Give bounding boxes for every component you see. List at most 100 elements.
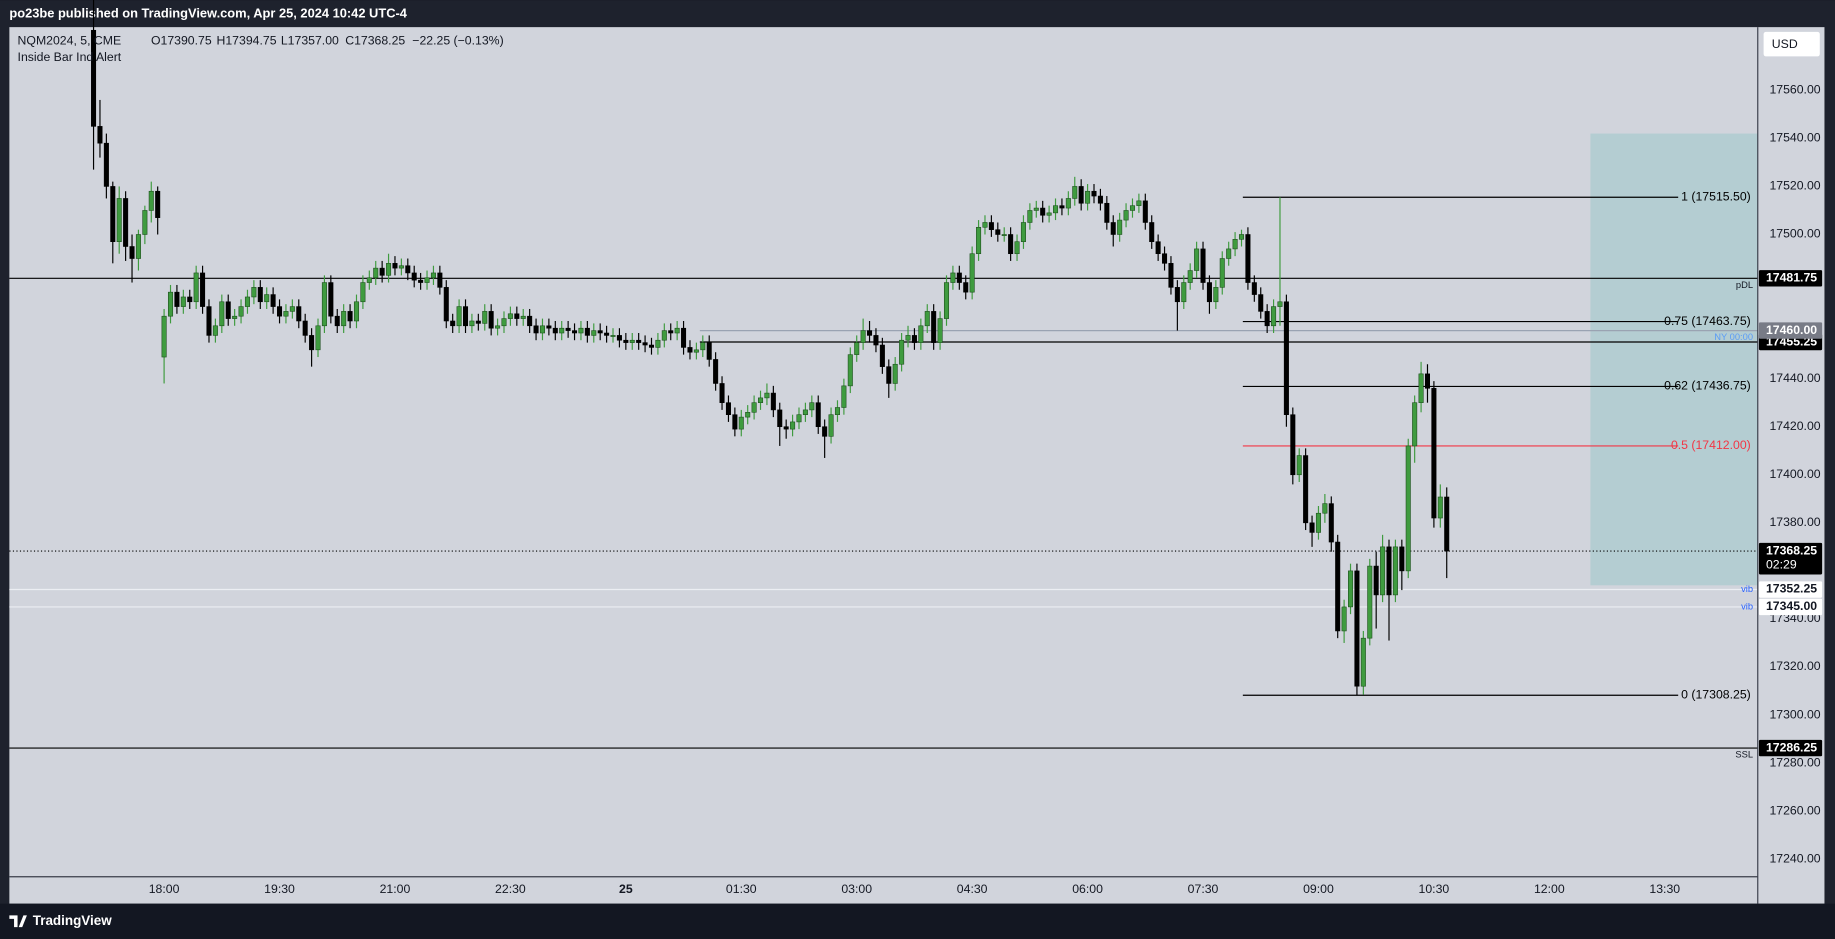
currency[interactable]: USD — [1772, 37, 1798, 51]
candle-body — [1405, 445, 1411, 572]
level-name: pDL — [1736, 280, 1753, 290]
legend-close: C17368.25 — [345, 33, 405, 47]
candle-body — [1117, 219, 1123, 235]
candle-body — [1072, 186, 1078, 199]
candle-body — [648, 344, 655, 348]
candle-body — [668, 330, 674, 334]
candle-body — [1412, 402, 1418, 447]
candle-body — [713, 359, 719, 384]
x-tick-label: 13:30 — [1649, 882, 1680, 896]
candle-body — [777, 409, 783, 428]
candle-body — [200, 272, 206, 307]
level-tag — [1758, 739, 1823, 757]
candle-body — [1213, 287, 1219, 303]
candle-body — [591, 330, 597, 336]
candle-body — [822, 426, 828, 437]
currency-box[interactable] — [1763, 31, 1820, 57]
candle-body — [341, 311, 347, 327]
candle-body — [437, 272, 443, 288]
candle-body — [110, 186, 116, 242]
x-tick-label: 06:00 — [1072, 882, 1103, 896]
candle-body — [386, 263, 392, 276]
candle-body — [963, 282, 969, 293]
candle-body — [1245, 234, 1251, 283]
candle-body — [1303, 455, 1309, 524]
candle-body — [302, 320, 308, 336]
candle-body — [533, 325, 539, 334]
candle-body — [552, 327, 558, 334]
y-tick-label: 17260.00 — [1769, 803, 1820, 817]
candle-body — [232, 315, 238, 319]
candle-body — [456, 306, 462, 327]
candle-body — [180, 296, 186, 307]
candle-body — [796, 414, 802, 423]
candle-body — [886, 366, 892, 384]
level-tag-label: 17286.25 — [1766, 740, 1817, 754]
candle-body — [860, 330, 866, 343]
candle-body — [129, 246, 135, 259]
candle-body — [892, 363, 898, 384]
candle-body — [1264, 311, 1270, 327]
candle-body — [277, 306, 283, 317]
candle-body — [507, 313, 513, 319]
candle-body — [366, 277, 372, 283]
candle-body — [1251, 282, 1257, 295]
candle-body — [802, 409, 808, 415]
candle-body — [931, 311, 937, 343]
candle-body — [212, 325, 218, 336]
legend-high: H17394.75 — [217, 33, 277, 47]
candle-body — [924, 311, 930, 327]
y-tick-label: 17540.00 — [1769, 131, 1820, 145]
x-tick-label: 18:00 — [149, 882, 180, 896]
candle-body — [1418, 373, 1424, 403]
candle-body — [1168, 263, 1174, 288]
candle-body — [1053, 205, 1059, 214]
candle-body — [97, 126, 103, 144]
y-tick-label: 17320.00 — [1769, 659, 1820, 673]
candle-body — [1174, 287, 1180, 303]
candle-body — [1444, 496, 1450, 552]
level-name: vib — [1741, 601, 1753, 611]
y-tick-label: 17440.00 — [1769, 371, 1820, 385]
plot-area: 1 (17515.50) 0.75 (17463.75) 0.62 (17436.7… — [9, 0, 1758, 749]
x-tick-label: 12:00 — [1534, 882, 1565, 896]
candle-body — [411, 272, 417, 281]
candle-body — [334, 315, 340, 327]
candle-body — [969, 253, 975, 293]
candle-body — [353, 301, 360, 322]
level-tag — [1758, 322, 1823, 339]
candle-body — [1187, 270, 1193, 283]
candle-body — [1354, 570, 1360, 687]
candle-body — [1008, 234, 1014, 255]
candle-body — [206, 306, 212, 336]
candle-body — [495, 325, 501, 329]
candle-body — [918, 325, 924, 343]
candle-body — [879, 344, 885, 367]
candle-body — [430, 272, 436, 279]
x-tick-label: 25 — [619, 882, 633, 896]
candle-body — [1373, 565, 1379, 596]
candle-body — [283, 311, 289, 317]
candle-body — [790, 421, 796, 430]
candle-body — [161, 315, 167, 358]
candle-body — [1149, 222, 1155, 242]
last-price-tag — [1758, 542, 1823, 575]
zone — [1590, 133, 1758, 586]
y-tick-label: 17240.00 — [1769, 851, 1820, 865]
y-tick-label: 17400.00 — [1769, 467, 1820, 481]
chart-background — [9, 27, 1825, 904]
candle-body — [828, 414, 834, 437]
candle-body — [764, 392, 770, 399]
candle-body — [135, 234, 141, 259]
candle-body — [398, 265, 404, 269]
candle-body — [988, 222, 994, 230]
candle-body — [1110, 222, 1116, 235]
candle-body — [758, 397, 764, 403]
candle-body — [1046, 212, 1052, 216]
level-tag — [1758, 581, 1823, 598]
candle-body — [309, 335, 315, 351]
y-tick-label: 17420.00 — [1769, 419, 1820, 433]
candle-body — [1360, 637, 1366, 687]
candle-body — [167, 291, 174, 317]
candle-body — [1206, 282, 1212, 303]
